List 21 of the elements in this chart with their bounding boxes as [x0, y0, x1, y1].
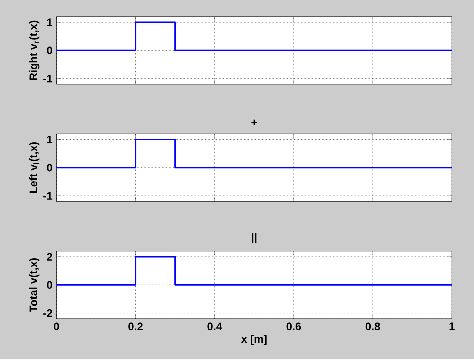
y-axis-title: Right v$_{r}$(t,x): [29, 21, 40, 80]
x-tick-label: 0: [54, 322, 60, 331]
y-tick-label: 0: [47, 46, 52, 55]
x-tick-label: 0.6: [286, 322, 302, 331]
y-axis-title: Left v$_{l}$(t,x): [29, 142, 40, 194]
y-tick-label: -2: [44, 310, 52, 318]
x-tick-label: 0.8: [366, 322, 380, 331]
y-tick-label: 1: [47, 18, 53, 26]
y-tick-label: -1: [44, 192, 53, 200]
y-axis-title: Total v(t,x): [29, 258, 40, 312]
y-tick-label: 0: [47, 281, 52, 290]
x-tick-label: 0.2: [128, 322, 143, 331]
y-tick-label: -1: [44, 75, 53, 83]
x-axis-title: x [m]: [241, 335, 267, 346]
y-tick-label: 1: [47, 136, 53, 144]
chart-title: ||: [252, 233, 257, 244]
chart-title: +: [252, 120, 258, 126]
y-tick-label: 2: [47, 253, 52, 261]
x-tick-label: 0.4: [208, 322, 222, 331]
x-tick-label: 1: [450, 322, 455, 330]
y-tick-label: 0: [47, 164, 52, 172]
